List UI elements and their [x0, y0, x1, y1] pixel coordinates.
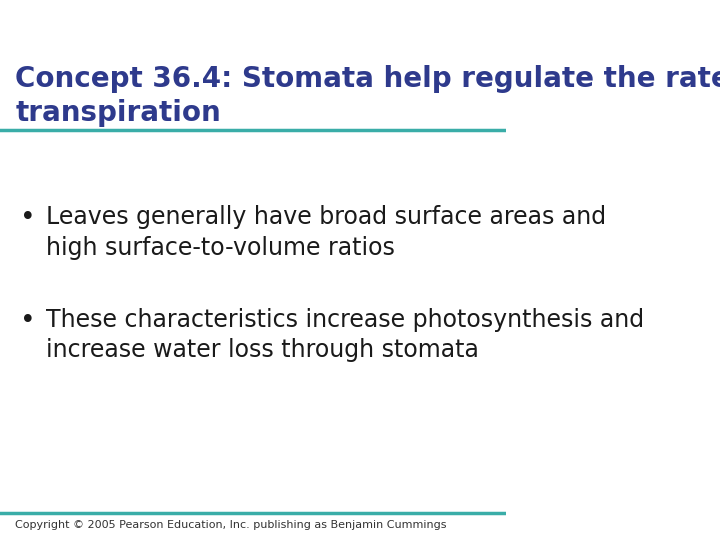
Text: Concept 36.4: Stomata help regulate the rate of
transpiration: Concept 36.4: Stomata help regulate the … — [15, 65, 720, 127]
Text: These characteristics increase photosynthesis and
increase water loss through st: These characteristics increase photosynt… — [45, 308, 644, 362]
Text: Leaves generally have broad surface areas and
high surface-to-volume ratios: Leaves generally have broad surface area… — [45, 205, 606, 260]
Text: •: • — [20, 308, 36, 334]
Text: Copyright © 2005 Pearson Education, Inc. publishing as Benjamin Cummings: Copyright © 2005 Pearson Education, Inc.… — [15, 520, 446, 530]
Text: •: • — [20, 205, 36, 231]
